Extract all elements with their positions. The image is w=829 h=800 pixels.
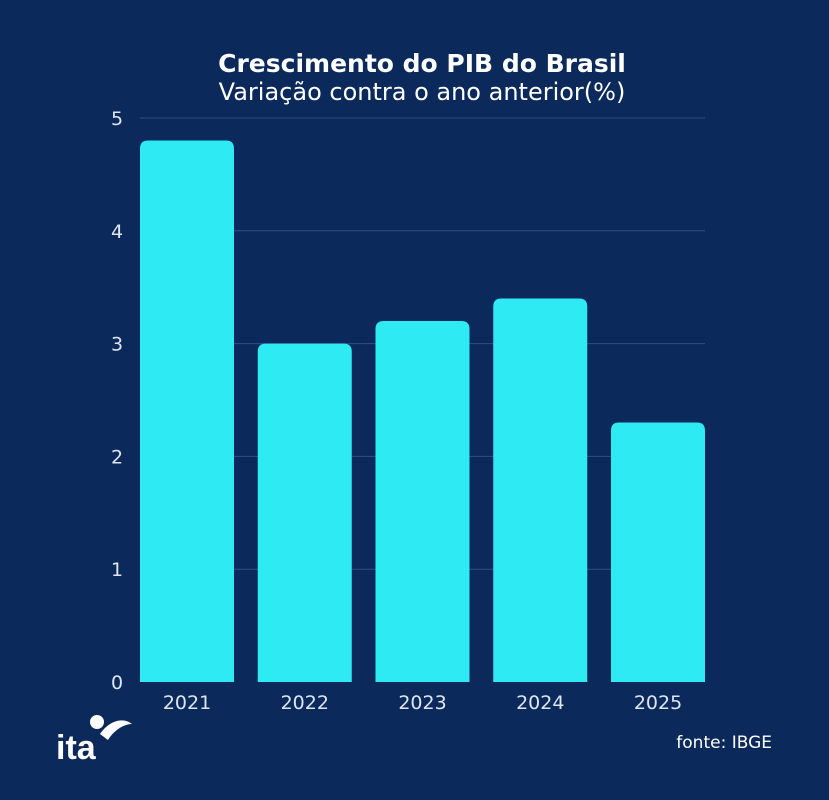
x-tick-label: 2024 (516, 692, 564, 714)
bar-2021 (140, 140, 234, 682)
chart-title: Crescimento do PIB do Brasil (218, 49, 626, 78)
x-axis-ticks: 2021 2022 2023 2024 2025 (163, 692, 682, 714)
bar-2024 (493, 298, 588, 682)
x-tick-label: 2022 (281, 692, 329, 714)
bar-2025 (611, 422, 705, 682)
y-axis-ticks: 0 1 2 3 4 5 (111, 108, 123, 694)
source-note: fonte: IBGE (676, 733, 772, 753)
x-tick-label: 2021 (163, 692, 211, 714)
bars (140, 140, 705, 682)
y-tick-label: 4 (111, 221, 123, 243)
y-tick-label: 5 (111, 108, 123, 130)
y-tick-label: 0 (111, 672, 123, 694)
logo-text: ita (56, 729, 97, 767)
chart-subtitle: Variação contra o ano anterior(%) (219, 78, 626, 106)
y-tick-label: 3 (111, 334, 123, 356)
ita-logo: ita (56, 715, 132, 767)
x-tick-label: 2025 (634, 692, 682, 714)
bar-2022 (257, 343, 352, 682)
bar-2023 (375, 321, 470, 682)
y-tick-label: 1 (111, 559, 123, 581)
x-tick-label: 2023 (398, 692, 446, 714)
y-tick-label: 2 (111, 446, 123, 468)
